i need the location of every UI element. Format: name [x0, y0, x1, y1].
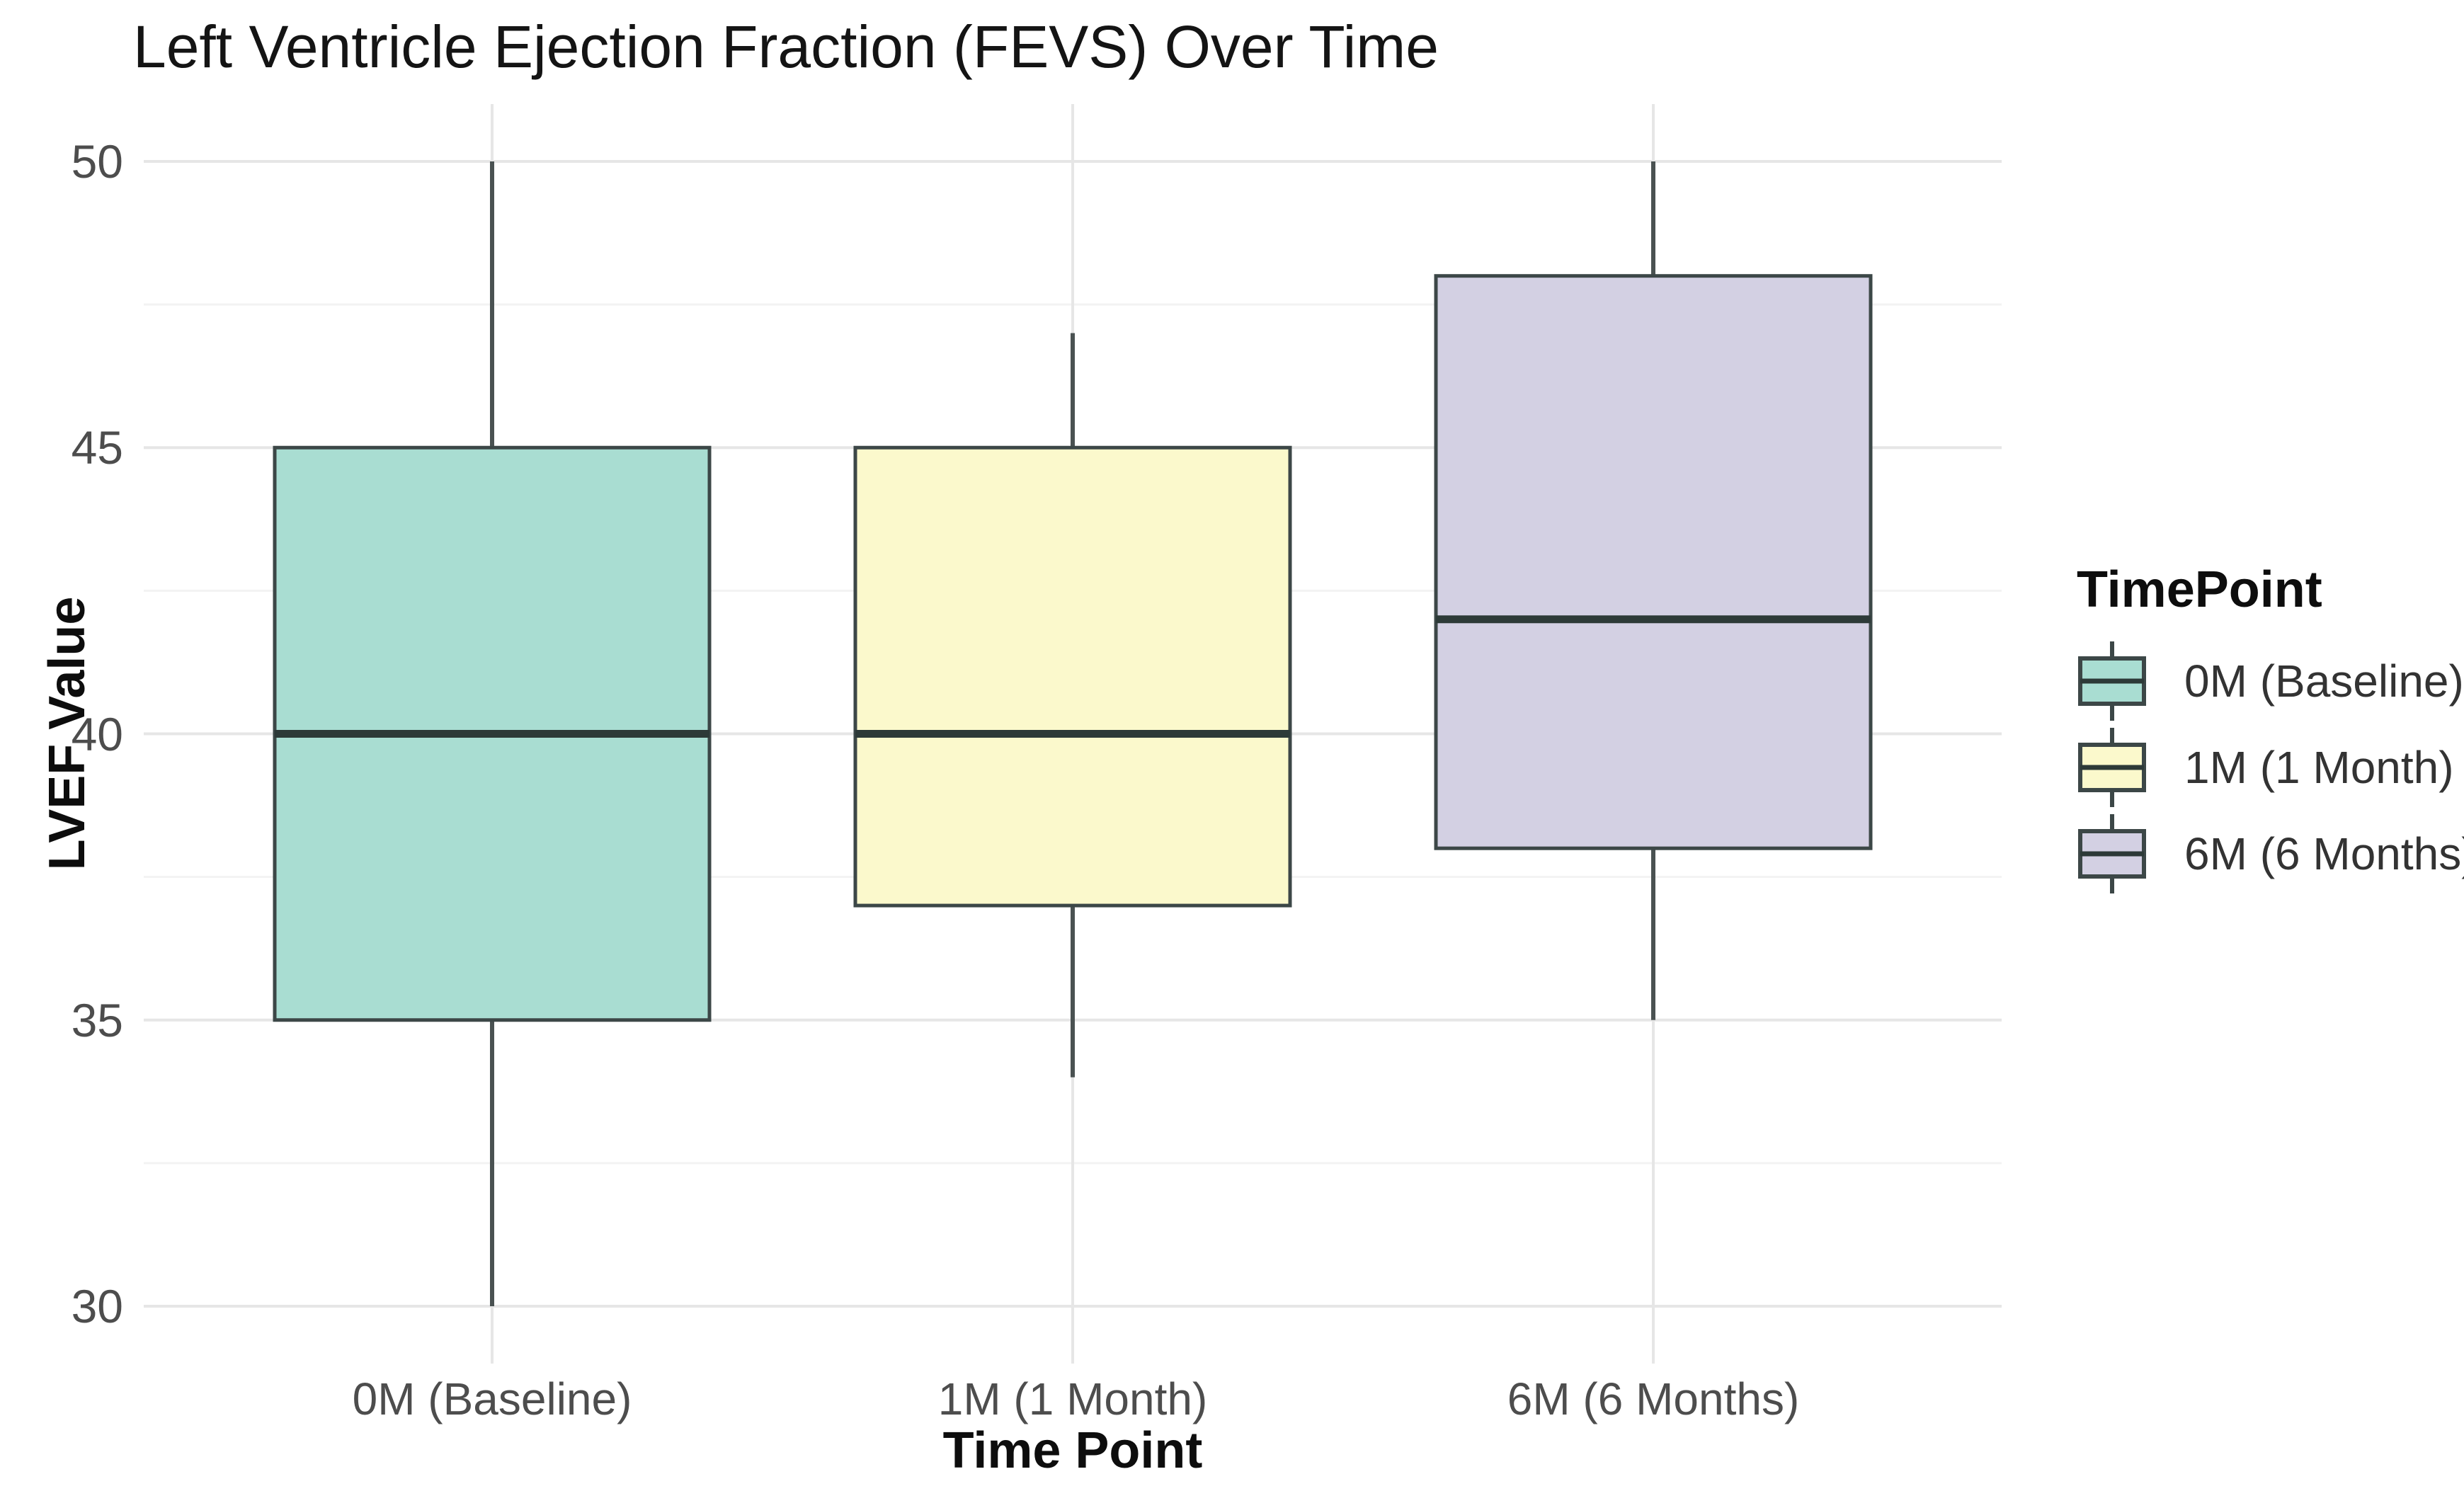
legend-key-boxplot-icon [2078, 728, 2146, 807]
legend-item-0m: 0M (Baseline) [2077, 637, 2464, 725]
legend-key-boxplot-icon [2078, 814, 2146, 893]
y-tick-label: 50 [71, 135, 123, 188]
y-tick-label: 45 [71, 421, 123, 474]
legend-title: TimePoint [2077, 561, 2322, 618]
box-1 [853, 445, 1292, 908]
y-tick-label: 30 [71, 1280, 123, 1332]
legend-label: 6M (6 Months) [2184, 828, 2464, 879]
x-tick-label: 1M (1 Month) [937, 1373, 1208, 1424]
legend-item-6m: 6M (6 Months) [2077, 810, 2464, 898]
x-axis-title: Time Point [942, 1422, 1203, 1479]
x-tick-label: 0M (Baseline) [352, 1373, 632, 1424]
legend-label: 0M (Baseline) [2184, 656, 2464, 707]
chart-title: Left Ventricle Ejection Fraction (FEVS) … [133, 13, 1439, 80]
box-2 [1434, 274, 1873, 850]
y-tick-label: 35 [71, 993, 123, 1046]
x-tick-label: 6M (6 Months) [1507, 1373, 1800, 1424]
legend-item-1m: 1M (1 Month) [2077, 724, 2454, 811]
y-tick-label: 40 [71, 707, 123, 760]
legend-key-boxplot-icon [2078, 641, 2146, 721]
legend-label: 1M (1 Month) [2184, 742, 2454, 793]
